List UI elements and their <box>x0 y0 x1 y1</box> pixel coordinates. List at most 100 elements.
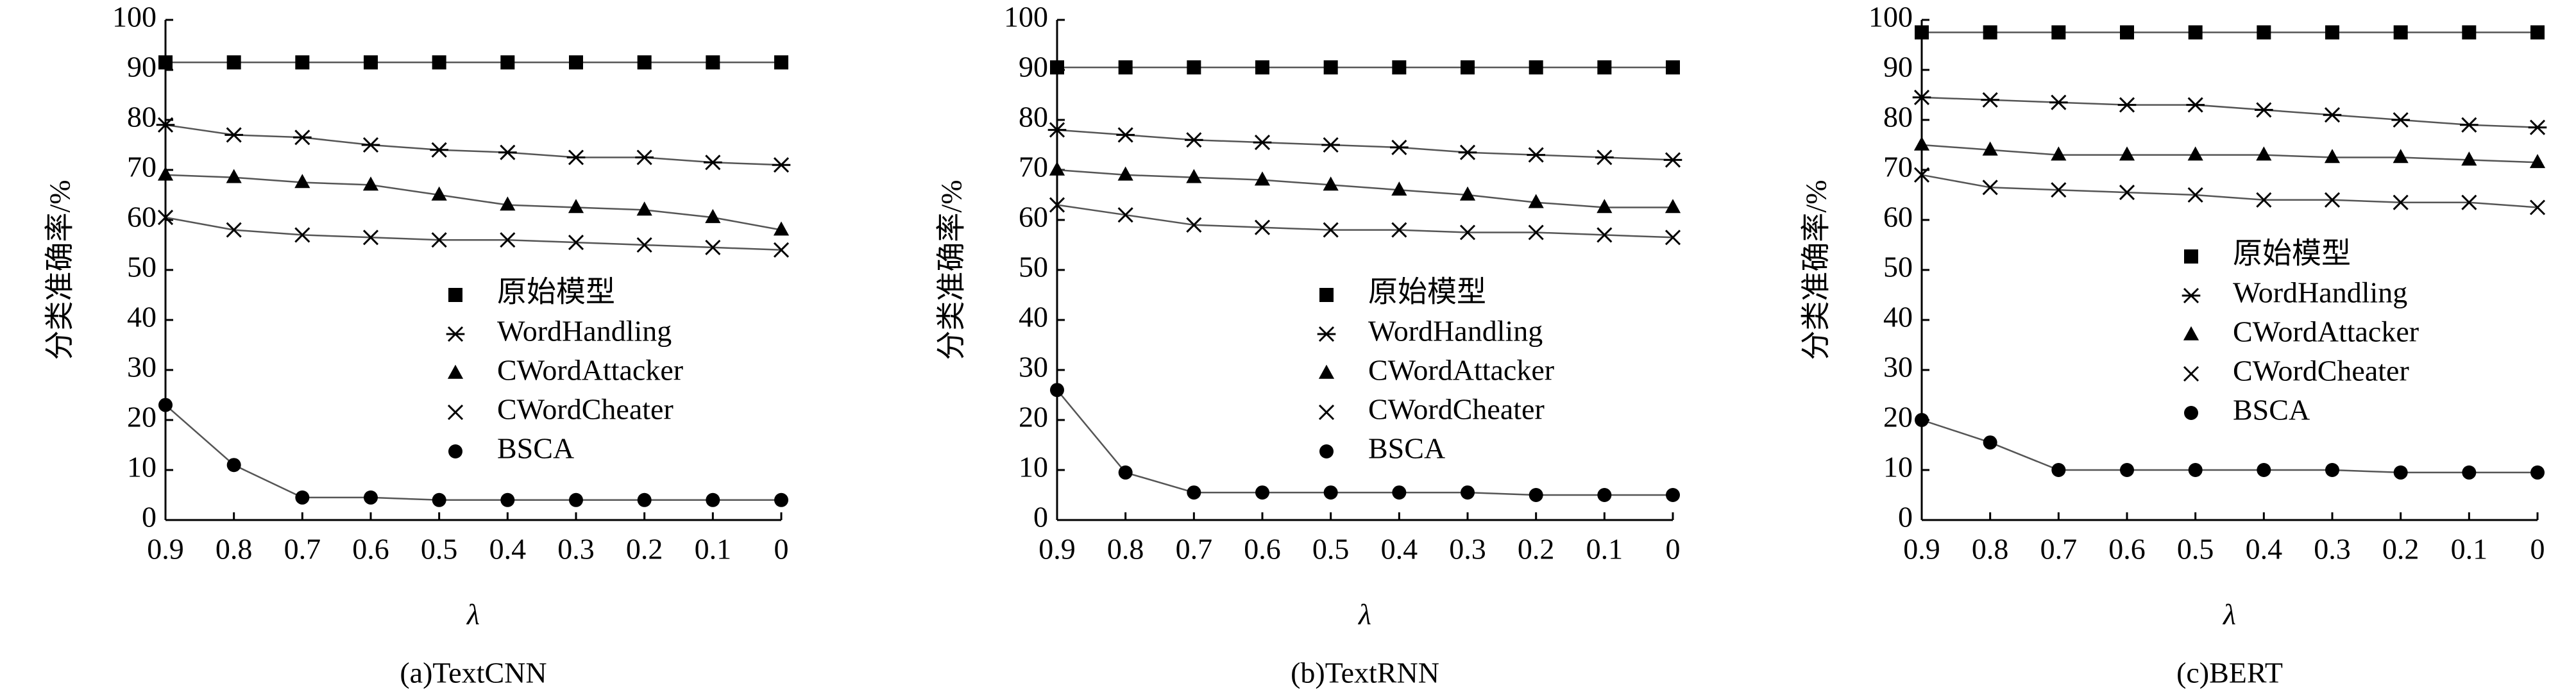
marker <box>1665 199 1681 214</box>
marker <box>1915 413 1929 427</box>
marker <box>1255 485 1269 500</box>
marker <box>1459 186 1476 201</box>
x-tick-label: 0.8 <box>1972 533 2009 566</box>
y-tick-label: 20 <box>1019 401 1048 433</box>
marker <box>1118 465 1133 480</box>
marker <box>1049 197 1065 213</box>
legend: 原始模型 WordHandling CWordAttacker CWordCheate… <box>1317 276 1554 465</box>
marker-stroke <box>1597 227 1613 243</box>
marker <box>1187 485 1201 500</box>
marker <box>294 174 310 189</box>
chart: 0 10 20 30 40 50 60 70 80 90 100 0.9 0.8 0.7 0.6 0.5 0.4… <box>1800 1 2547 689</box>
x-tick-label: 0.5 <box>2177 533 2214 566</box>
legend: 原始模型 WordHandling CWordAttacker CWordCheate… <box>446 276 683 465</box>
marker-stroke <box>1186 217 1202 233</box>
marker <box>446 326 465 342</box>
legend-label: BSCA <box>2233 394 2310 426</box>
marker <box>293 130 312 146</box>
marker <box>1255 60 1269 75</box>
x-tick-label: 0.4 <box>2246 533 2283 566</box>
legend-label: CWordAttacker <box>497 354 683 387</box>
y-tick-label: 50 <box>127 251 157 283</box>
marker <box>500 232 516 248</box>
marker <box>2186 97 2205 113</box>
marker <box>773 242 790 258</box>
y-tick-label: 60 <box>1019 201 1048 233</box>
marker <box>705 208 721 223</box>
x-tick-label: 0.1 <box>1586 533 1623 566</box>
marker <box>2119 185 2135 201</box>
series-line <box>1056 169 1673 208</box>
marker <box>1117 166 1133 181</box>
marker <box>2461 194 2477 210</box>
marker <box>431 232 447 248</box>
marker <box>1913 136 1930 151</box>
x-axis-label: λ <box>466 598 480 631</box>
marker <box>500 492 515 507</box>
marker-stroke <box>431 232 447 248</box>
marker <box>2120 463 2134 477</box>
x-tick-label: 0.7 <box>2040 533 2078 566</box>
y-tick-label: 0 <box>142 501 157 533</box>
marker <box>2120 25 2134 40</box>
x-tick-label: 0 <box>774 533 789 566</box>
marker <box>364 490 378 505</box>
marker-stroke <box>362 230 379 246</box>
marker <box>1254 171 1271 186</box>
marker-stroke <box>1913 167 1930 183</box>
marker <box>1666 60 1680 75</box>
marker <box>2393 149 2409 164</box>
marker <box>448 444 462 458</box>
y-tick-label: 80 <box>127 101 157 133</box>
marker <box>430 142 448 158</box>
marker <box>226 169 242 183</box>
legend-label: CWordCheater <box>497 393 674 426</box>
marker <box>294 227 310 243</box>
marker <box>2184 249 2198 264</box>
marker <box>1186 217 1202 233</box>
marker <box>1982 180 1998 196</box>
marker <box>1253 135 1272 151</box>
marker-stroke <box>2529 199 2546 215</box>
x-tick-label: 0.4 <box>489 533 527 566</box>
y-tick-label: 30 <box>1019 351 1048 383</box>
marker <box>295 55 310 70</box>
x-tick-label: 0.7 <box>1176 533 1213 566</box>
marker <box>2393 194 2409 210</box>
marker <box>361 137 380 153</box>
legend-label: WordHandling <box>497 315 672 348</box>
marker <box>772 157 791 173</box>
marker <box>2256 146 2272 161</box>
series-line <box>1056 204 1674 239</box>
y-tick-label: 10 <box>1883 451 1913 483</box>
y-tick-label: 70 <box>127 151 157 183</box>
marker <box>1323 222 1339 238</box>
marker <box>226 55 241 70</box>
marker <box>447 404 464 421</box>
marker <box>636 237 652 253</box>
y-tick-label: 60 <box>1883 201 1913 233</box>
marker-stroke <box>1459 224 1476 240</box>
marker <box>2183 326 2199 340</box>
marker <box>2184 406 2198 420</box>
marker <box>706 492 720 507</box>
marker <box>636 201 652 216</box>
y-axis-label: 分类准确率/% <box>935 180 968 360</box>
marker-stroke <box>2183 365 2199 382</box>
x-tick-label: 0.3 <box>1449 533 1486 566</box>
marker <box>1597 488 1612 502</box>
marker <box>566 149 586 165</box>
marker <box>1595 149 1614 165</box>
marker <box>2117 97 2137 113</box>
marker <box>157 210 174 226</box>
marker <box>2529 154 2546 169</box>
marker <box>1392 60 1407 75</box>
marker <box>1116 127 1135 143</box>
marker <box>1323 485 1338 500</box>
marker <box>2119 146 2135 161</box>
marker <box>2188 463 2203 477</box>
y-tick-label: 10 <box>1019 451 1048 483</box>
legend-label: 原始模型 <box>2233 237 2351 270</box>
marker <box>704 155 722 171</box>
marker <box>1983 435 1997 450</box>
